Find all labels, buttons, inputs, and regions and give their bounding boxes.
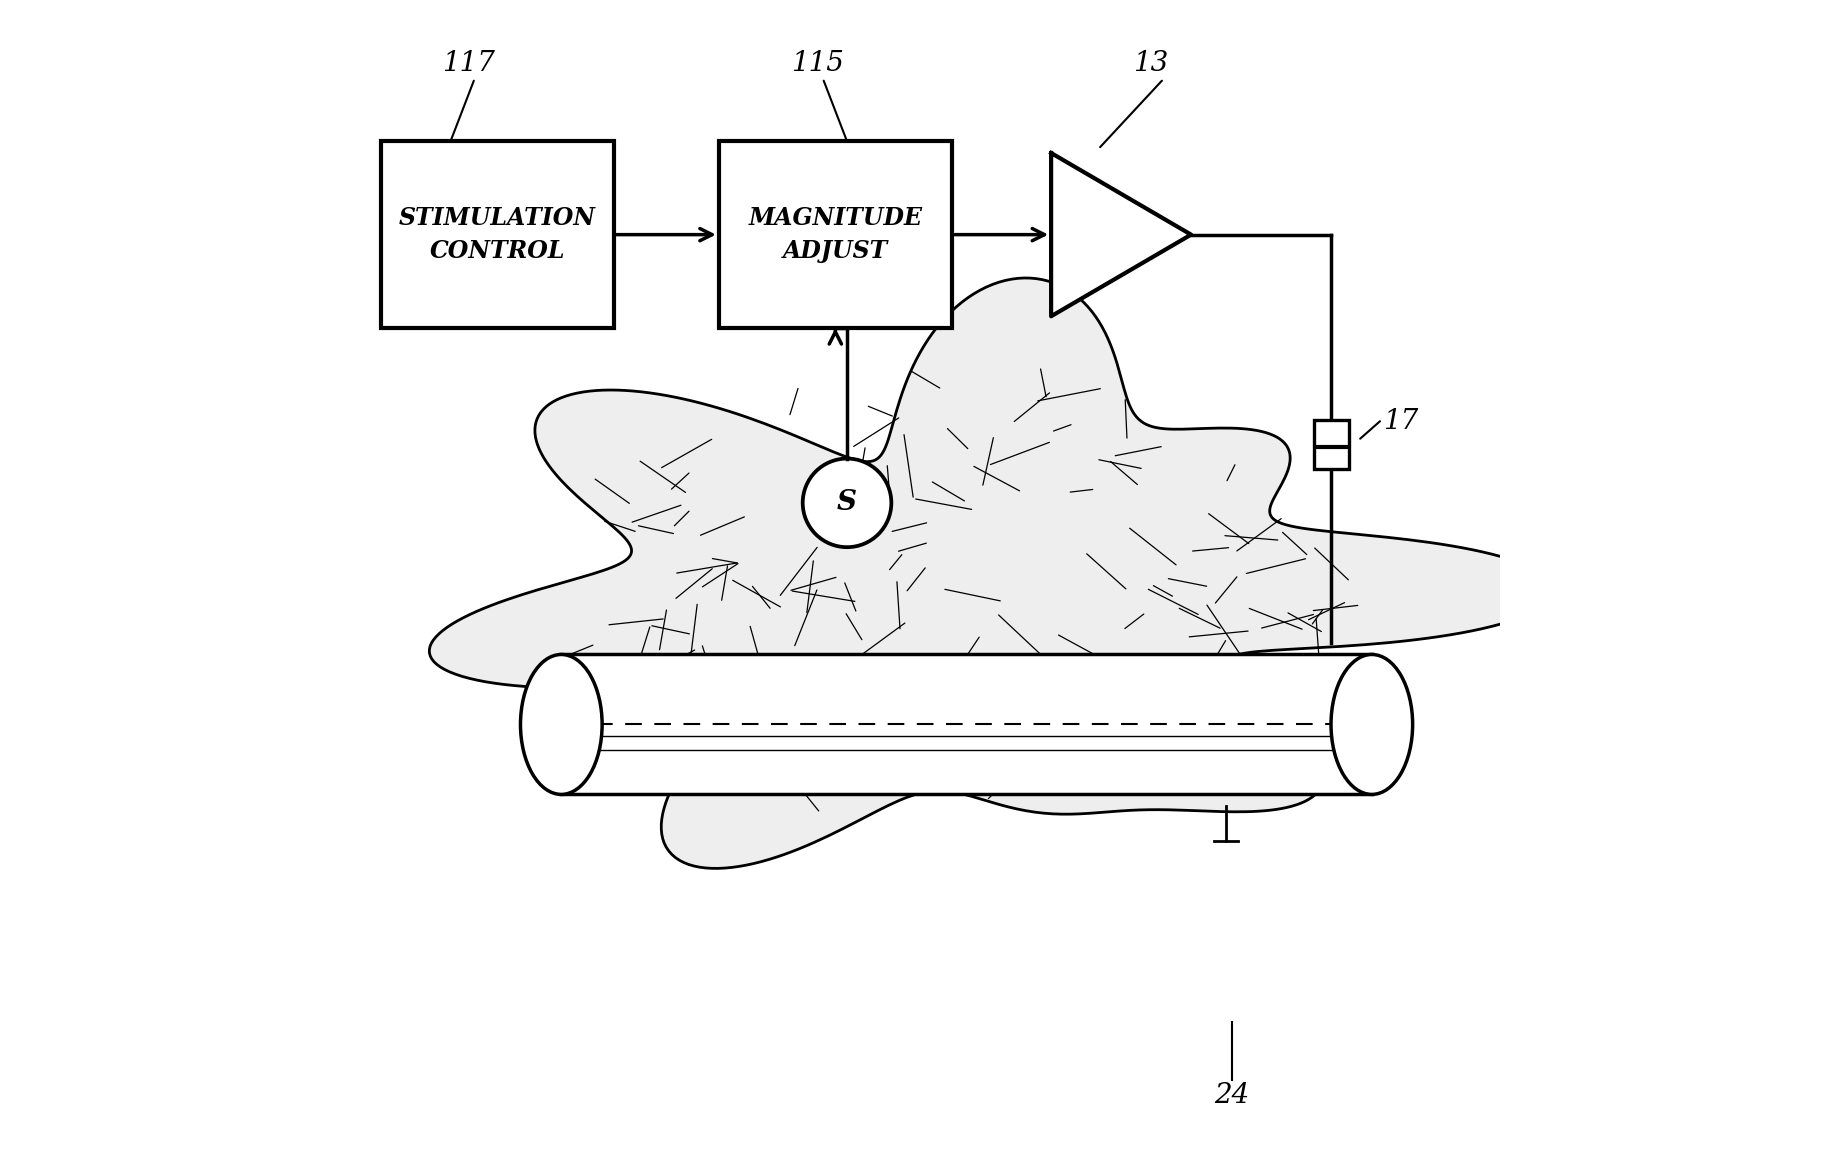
Text: S: S	[836, 490, 856, 517]
Text: MAGNITUDE
ADJUST: MAGNITUDE ADJUST	[748, 206, 923, 263]
Polygon shape	[429, 278, 1553, 869]
Circle shape	[803, 458, 891, 547]
Polygon shape	[1051, 153, 1190, 317]
Text: 117: 117	[442, 50, 495, 77]
FancyBboxPatch shape	[380, 141, 614, 328]
Text: 17: 17	[1383, 408, 1420, 435]
Polygon shape	[561, 655, 1372, 795]
FancyBboxPatch shape	[719, 141, 952, 328]
FancyBboxPatch shape	[1313, 420, 1348, 469]
Ellipse shape	[1331, 655, 1412, 795]
Text: 13: 13	[1133, 50, 1168, 77]
Text: STIMULATION
CONTROL: STIMULATION CONTROL	[398, 206, 596, 263]
Ellipse shape	[521, 655, 602, 795]
Text: 24: 24	[1214, 1082, 1249, 1109]
Text: 115: 115	[792, 50, 844, 77]
